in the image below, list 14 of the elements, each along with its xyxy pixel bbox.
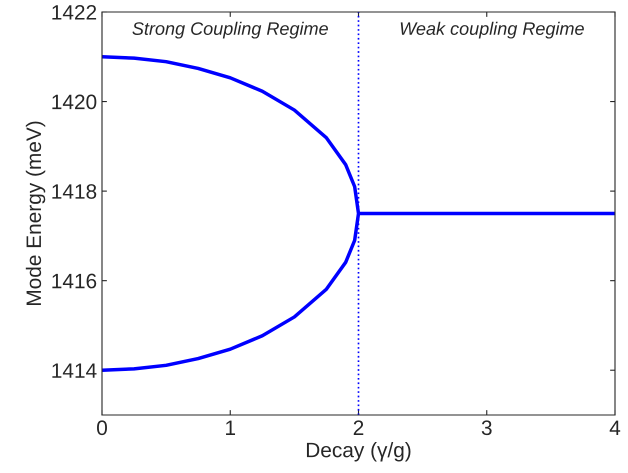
y-tick-label: 1420 — [52, 94, 96, 110]
x-tick-label: 1 — [226, 420, 236, 435]
y-axis-title: Mode Energy (meV) — [26, 122, 46, 305]
x-axis-title: Decay (γ/g) — [306, 442, 410, 462]
y-tick-label: 1418 — [52, 184, 96, 199]
y-tick-label: 1422 — [52, 5, 96, 20]
y-tick-label: 1416 — [52, 274, 96, 288]
annotation: Strong Coupling Regime — [132, 22, 328, 39]
y-tick-label: 1414 — [52, 363, 97, 378]
x-tick-label: 2 — [354, 420, 364, 435]
x-tick-label: 0 — [97, 420, 107, 436]
annotation: Weak coupling Regime — [400, 22, 584, 39]
x-tick-label: 4 — [610, 420, 620, 435]
x-tick-label: 3 — [482, 420, 492, 436]
